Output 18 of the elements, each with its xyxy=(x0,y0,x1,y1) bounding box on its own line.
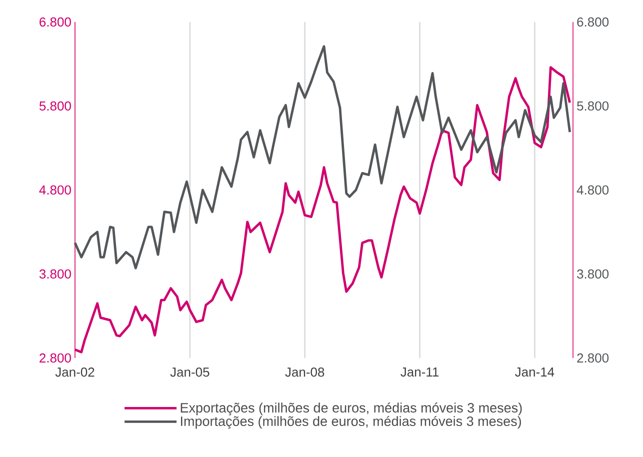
x-tick-label: Jan-14 xyxy=(515,368,554,377)
y2-tick-label: 4.800 xyxy=(39,185,71,195)
y-tick-label: 6.800 xyxy=(577,17,609,27)
y-tick-label: 5.800 xyxy=(577,101,609,111)
legend-label: Exportações (milhões de euros, médias móveis 3 meses) xyxy=(180,402,522,416)
y2-tick-label: 6.800 xyxy=(40,17,71,27)
legend-label: Importações (milhões de euros, médias móveis 3 meses) xyxy=(180,416,521,429)
line-series xyxy=(74,45,572,270)
y-tick-label: 2.800 xyxy=(577,353,609,363)
y2-tick-label: 2.800 xyxy=(40,353,71,363)
y-tick-label: 3.800 xyxy=(577,269,609,279)
x-tick-label: Jan-02 xyxy=(55,368,94,377)
x-tick-label: Jan-05 xyxy=(170,368,210,377)
y-tick-label: 4.800 xyxy=(576,185,609,195)
x-tick-label: Jan-11 xyxy=(400,368,439,377)
x-tick-label: Jan-08 xyxy=(285,368,324,377)
y2-tick-label: 5.800 xyxy=(39,101,71,111)
y2-tick-label: 3.800 xyxy=(39,269,71,279)
